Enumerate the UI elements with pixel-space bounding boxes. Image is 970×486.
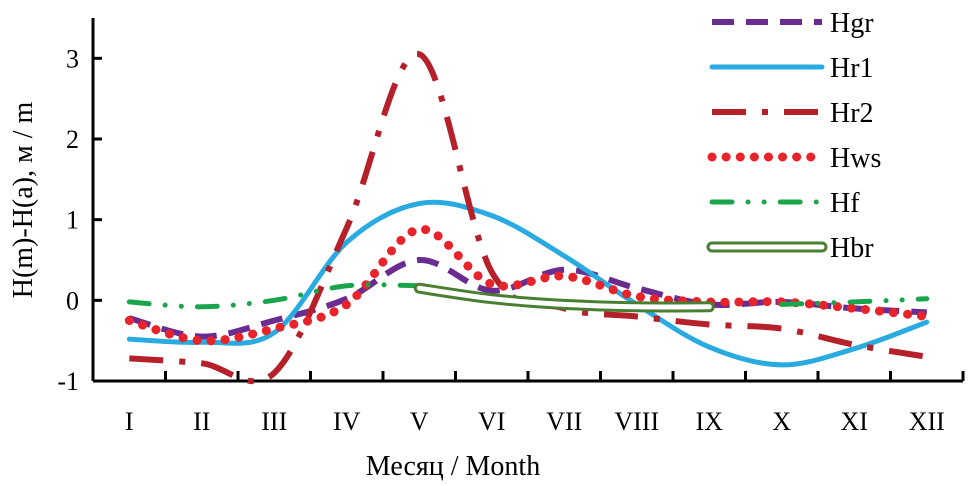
series-hr1-point: [490, 214, 494, 218]
series-hr2-point: [417, 52, 421, 56]
x-tick-label: VII: [546, 407, 582, 436]
series-hr1-line: [126, 199, 930, 368]
legend-item-hws: Hws: [707, 143, 881, 174]
series-hf-point: [345, 284, 349, 288]
series-hbr: [413, 282, 715, 313]
legend-label: Hgr: [830, 8, 874, 39]
series-hws-point: [127, 319, 131, 323]
legend-item-hgr: Hgr: [712, 8, 874, 39]
series-hr2-point: [635, 314, 639, 318]
legend-item-hr2: Hr2: [712, 98, 874, 129]
legend-item-hr1: Hr1: [709, 53, 874, 84]
series-hws-point: [562, 274, 566, 278]
series-hf-line: [126, 282, 422, 310]
y-axis-title: H(m)-H(a), м / m: [8, 102, 39, 299]
x-tick-label: XI: [841, 407, 868, 436]
series-hbr-point: [490, 297, 494, 301]
series-hr2: [127, 51, 929, 385]
legend-item-hf: Hf: [709, 188, 860, 219]
series-hgr-point: [562, 268, 566, 272]
series-hr2-point: [127, 356, 131, 360]
legend-label: Hr1: [830, 53, 874, 84]
series-hgr-point: [635, 286, 639, 290]
legend-label: Hr2: [830, 98, 874, 129]
series-hws-point: [417, 227, 421, 231]
x-tick-label: IX: [696, 407, 724, 436]
series-hws-point: [200, 339, 204, 343]
y-tick-label: 0: [66, 286, 79, 315]
series-hbr-line-inner: [416, 285, 712, 310]
series-hws-point: [345, 302, 349, 306]
series-hr1: [126, 199, 930, 368]
y-tick-label: -1: [57, 367, 79, 396]
x-tick-label: VI: [478, 407, 505, 436]
series-hws-point: [272, 327, 276, 331]
series-hr2-point: [925, 355, 929, 359]
x-tick-label: X: [772, 407, 791, 436]
series-layer: [124, 51, 932, 385]
series-hr1-point: [345, 240, 349, 244]
y-tick-label: 3: [66, 44, 79, 73]
series-hbr-point: [562, 302, 566, 306]
legend-label: Hws: [830, 143, 881, 174]
series-hr2-point: [345, 226, 349, 230]
x-tick-label: XII: [909, 407, 945, 436]
x-axis-title: Месяц / Month: [366, 451, 540, 482]
series-hgr-point: [345, 297, 349, 301]
legend-label: Hf: [830, 188, 860, 219]
series-hf-point: [852, 300, 856, 304]
series-hr2-point: [272, 371, 276, 375]
series-hws-point: [490, 282, 494, 286]
series-hf-point: [780, 302, 784, 306]
y-tick-label: 1: [66, 206, 79, 235]
series-hr2-point: [707, 323, 711, 327]
series-hr1-point: [780, 363, 784, 367]
series-hf-point: [272, 298, 276, 302]
y-tick-label: 2: [66, 125, 79, 154]
series-hr1-point: [272, 331, 276, 335]
series-hr2-point: [852, 343, 856, 347]
series-hf: [126, 282, 930, 310]
series-hbr-point: [707, 305, 711, 309]
series-hr2-point: [490, 270, 494, 274]
x-tick-label: IV: [333, 407, 361, 436]
series-hf-point: [925, 297, 929, 301]
series-hr2-line: [129, 51, 928, 385]
series-hr1-point: [417, 202, 421, 206]
series-hf-point: [200, 305, 204, 309]
x-tick-label: III: [261, 407, 287, 436]
series-hr1-point: [127, 337, 131, 341]
x-tick-label: I: [125, 407, 134, 436]
x-tick-label: V: [410, 407, 429, 436]
series-hbr-point: [635, 305, 639, 309]
series-hgr-point: [417, 258, 421, 262]
series-hr1-point: [562, 254, 566, 258]
series-hws-point: [852, 306, 856, 310]
series-hbr-point: [417, 286, 421, 290]
series-hr1-point: [707, 345, 711, 349]
series-hgr-point: [272, 319, 276, 323]
x-tick-label: II: [193, 407, 210, 436]
series-hr2-point: [780, 327, 784, 331]
series-hf-line: [779, 296, 930, 307]
series-hgr-point: [490, 289, 494, 293]
x-tick-label: VIII: [614, 407, 659, 436]
series-hf-point: [127, 300, 131, 304]
legend-item-hbr: Hbr: [706, 233, 874, 264]
series-hws-point: [635, 294, 639, 298]
legend-layer: Hgr Hr1 Hr2 Hws Hf Hbr: [706, 8, 881, 264]
series-hws-point: [925, 314, 929, 318]
series-hr1-point: [852, 347, 856, 351]
legend-label: Hbr: [830, 233, 874, 264]
series-hr1-point: [925, 320, 929, 324]
series-hr2-point: [200, 361, 204, 365]
